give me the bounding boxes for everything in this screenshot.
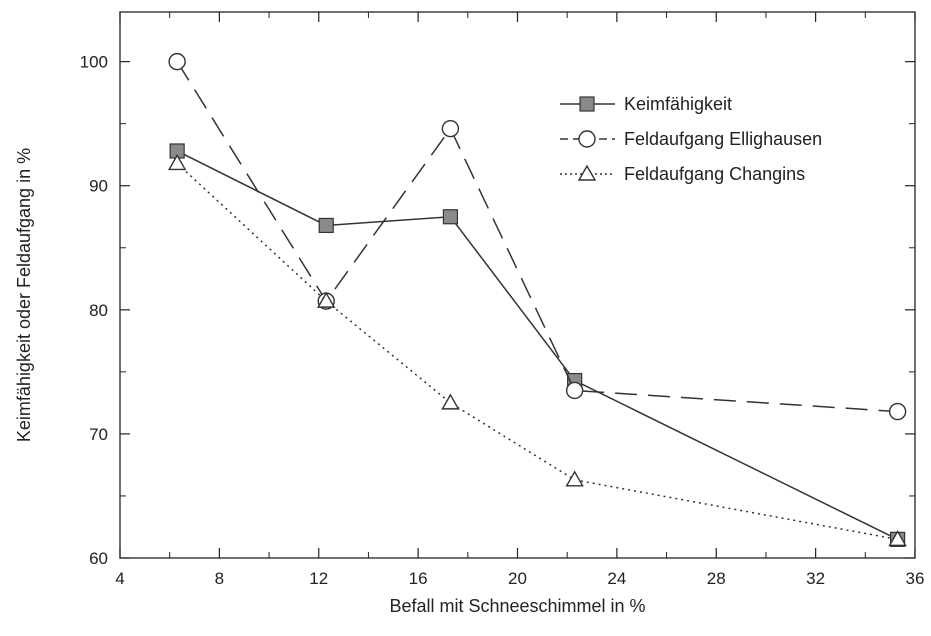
legend-label: Feldaufgang Ellighausen: [624, 129, 822, 149]
y-tick-label: 80: [89, 301, 108, 320]
data-point-circle: [888, 402, 907, 421]
legend: Keimfähigkeit Feldaufgang Ellighausen Feld…: [560, 94, 822, 184]
data-point-square: [442, 209, 459, 225]
y-tick-label: 100: [80, 53, 108, 72]
data-point-circle: [441, 119, 460, 138]
data-point-circle: [565, 381, 584, 400]
series-line-solid: [176, 150, 898, 541]
legend-marker-circle: [578, 130, 596, 148]
x-tick-label: 12: [309, 569, 328, 588]
legend-marker-square: [579, 96, 595, 112]
y-tick-label: 90: [89, 177, 108, 196]
y-axis-title: Keimfähigkeit oder Feldaufgang in %: [14, 148, 34, 442]
series-layer: [167, 52, 907, 547]
x-axis-title: Befall mit Schneeschimmel in %: [389, 596, 645, 616]
axes: 4 8 12 16 20 24 28 32 36 60 70 80 90 100: [80, 11, 925, 588]
data-point-triangle: [565, 470, 584, 487]
series-line-dotted: [176, 162, 898, 541]
legend-entry: Keimfähigkeit: [560, 94, 732, 114]
legend-label: Feldaufgang Changins: [624, 164, 805, 184]
x-tick-label: 36: [906, 569, 925, 588]
y-tick-label: 70: [89, 425, 108, 444]
x-tick-label: 8: [215, 569, 224, 588]
data-point-circle: [168, 52, 186, 71]
data-point-triangle: [167, 153, 187, 171]
x-tick-label: 16: [409, 569, 428, 588]
plot-frame: [119, 11, 916, 559]
series-square: [169, 143, 906, 547]
legend-marker-triangle: [577, 164, 597, 181]
y-tick-label: 60: [89, 549, 108, 568]
x-tick-label: 24: [607, 569, 626, 588]
data-point-triangle: [441, 393, 460, 410]
legend-entry: Feldaufgang Changins: [560, 164, 805, 184]
x-tick-label: 28: [707, 569, 726, 588]
x-tick-label: 20: [508, 569, 527, 588]
data-point-triangle: [316, 291, 336, 308]
legend-entry: Feldaufgang Ellighausen: [560, 129, 822, 149]
data-point-triangle: [888, 529, 907, 547]
data-point-square: [318, 217, 334, 234]
series-line-dashed: [176, 61, 898, 413]
x-tick-label: 32: [806, 569, 825, 588]
legend-label: Keimfähigkeit: [624, 94, 732, 114]
series-triangle: [167, 153, 907, 547]
series-circle: [168, 52, 907, 421]
x-tick-label: 4: [115, 569, 124, 588]
